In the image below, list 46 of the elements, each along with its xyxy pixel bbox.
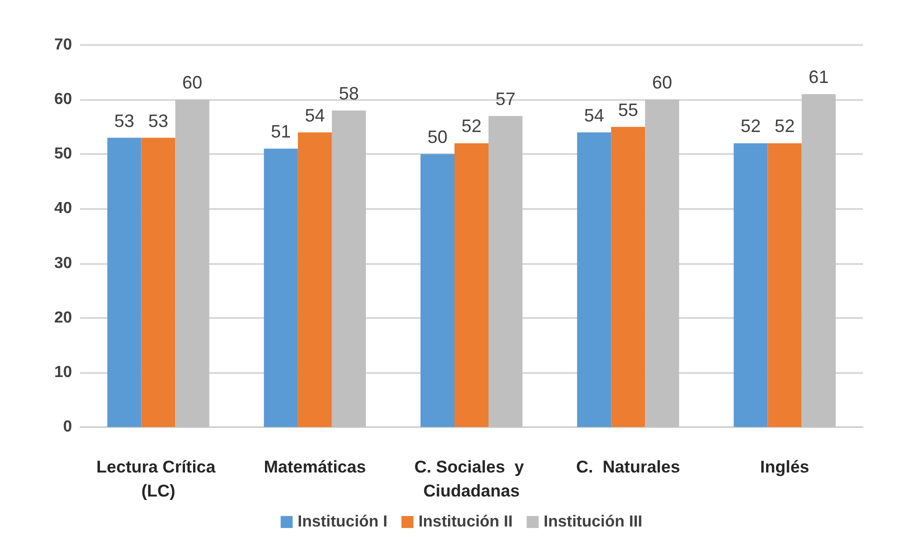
- legend-label: Institución III: [544, 514, 642, 530]
- data-label: 50: [427, 127, 448, 148]
- data-label: 52: [774, 116, 795, 136]
- data-label: 60: [182, 72, 202, 93]
- y-tick-label: 0: [63, 418, 72, 436]
- x-tick-label: Lectura Crítica (LC): [96, 458, 220, 500]
- y-tick-label: 40: [54, 200, 72, 218]
- bar: [175, 100, 210, 427]
- y-tick-label: 70: [54, 36, 72, 54]
- bar: [488, 116, 522, 427]
- legend-label: Institución I: [298, 514, 388, 530]
- data-label: 53: [148, 110, 168, 131]
- data-label: 61: [808, 67, 829, 88]
- bar: [645, 100, 680, 427]
- y-tick-label: 50: [54, 146, 72, 163]
- bar: [768, 143, 802, 427]
- x-tick-label: C. Naturales: [576, 458, 680, 476]
- data-label: 54: [584, 105, 604, 126]
- y-tick-label: 30: [54, 254, 72, 272]
- x-tick-label: Matemáticas: [264, 458, 366, 476]
- bar: [264, 148, 298, 427]
- y-tick-label: 10: [54, 364, 72, 381]
- bar: [332, 110, 366, 427]
- bar: [611, 126, 646, 427]
- data-label: 53: [114, 110, 134, 131]
- data-label: 58: [338, 83, 359, 104]
- data-label: 55: [618, 100, 638, 120]
- bar: [298, 132, 332, 427]
- data-label: 57: [495, 88, 516, 109]
- data-label: 60: [652, 72, 672, 93]
- bar: [734, 143, 768, 427]
- x-tick-label: C. Sociales y Ciudadanas: [414, 458, 529, 500]
- legend-label: Institución II: [418, 514, 513, 530]
- bar: [802, 94, 836, 427]
- bar: [454, 143, 488, 427]
- bar: [107, 138, 142, 427]
- bar: [420, 154, 454, 427]
- data-label: 51: [270, 122, 291, 142]
- y-tick-label: 60: [54, 91, 72, 108]
- data-label: 54: [304, 105, 325, 126]
- bar: [577, 132, 612, 427]
- data-label: 52: [740, 116, 761, 136]
- x-tick-label: Inglés: [760, 458, 810, 476]
- data-label: 52: [461, 116, 482, 136]
- bar: [141, 138, 176, 427]
- y-tick-label: 20: [54, 309, 72, 326]
